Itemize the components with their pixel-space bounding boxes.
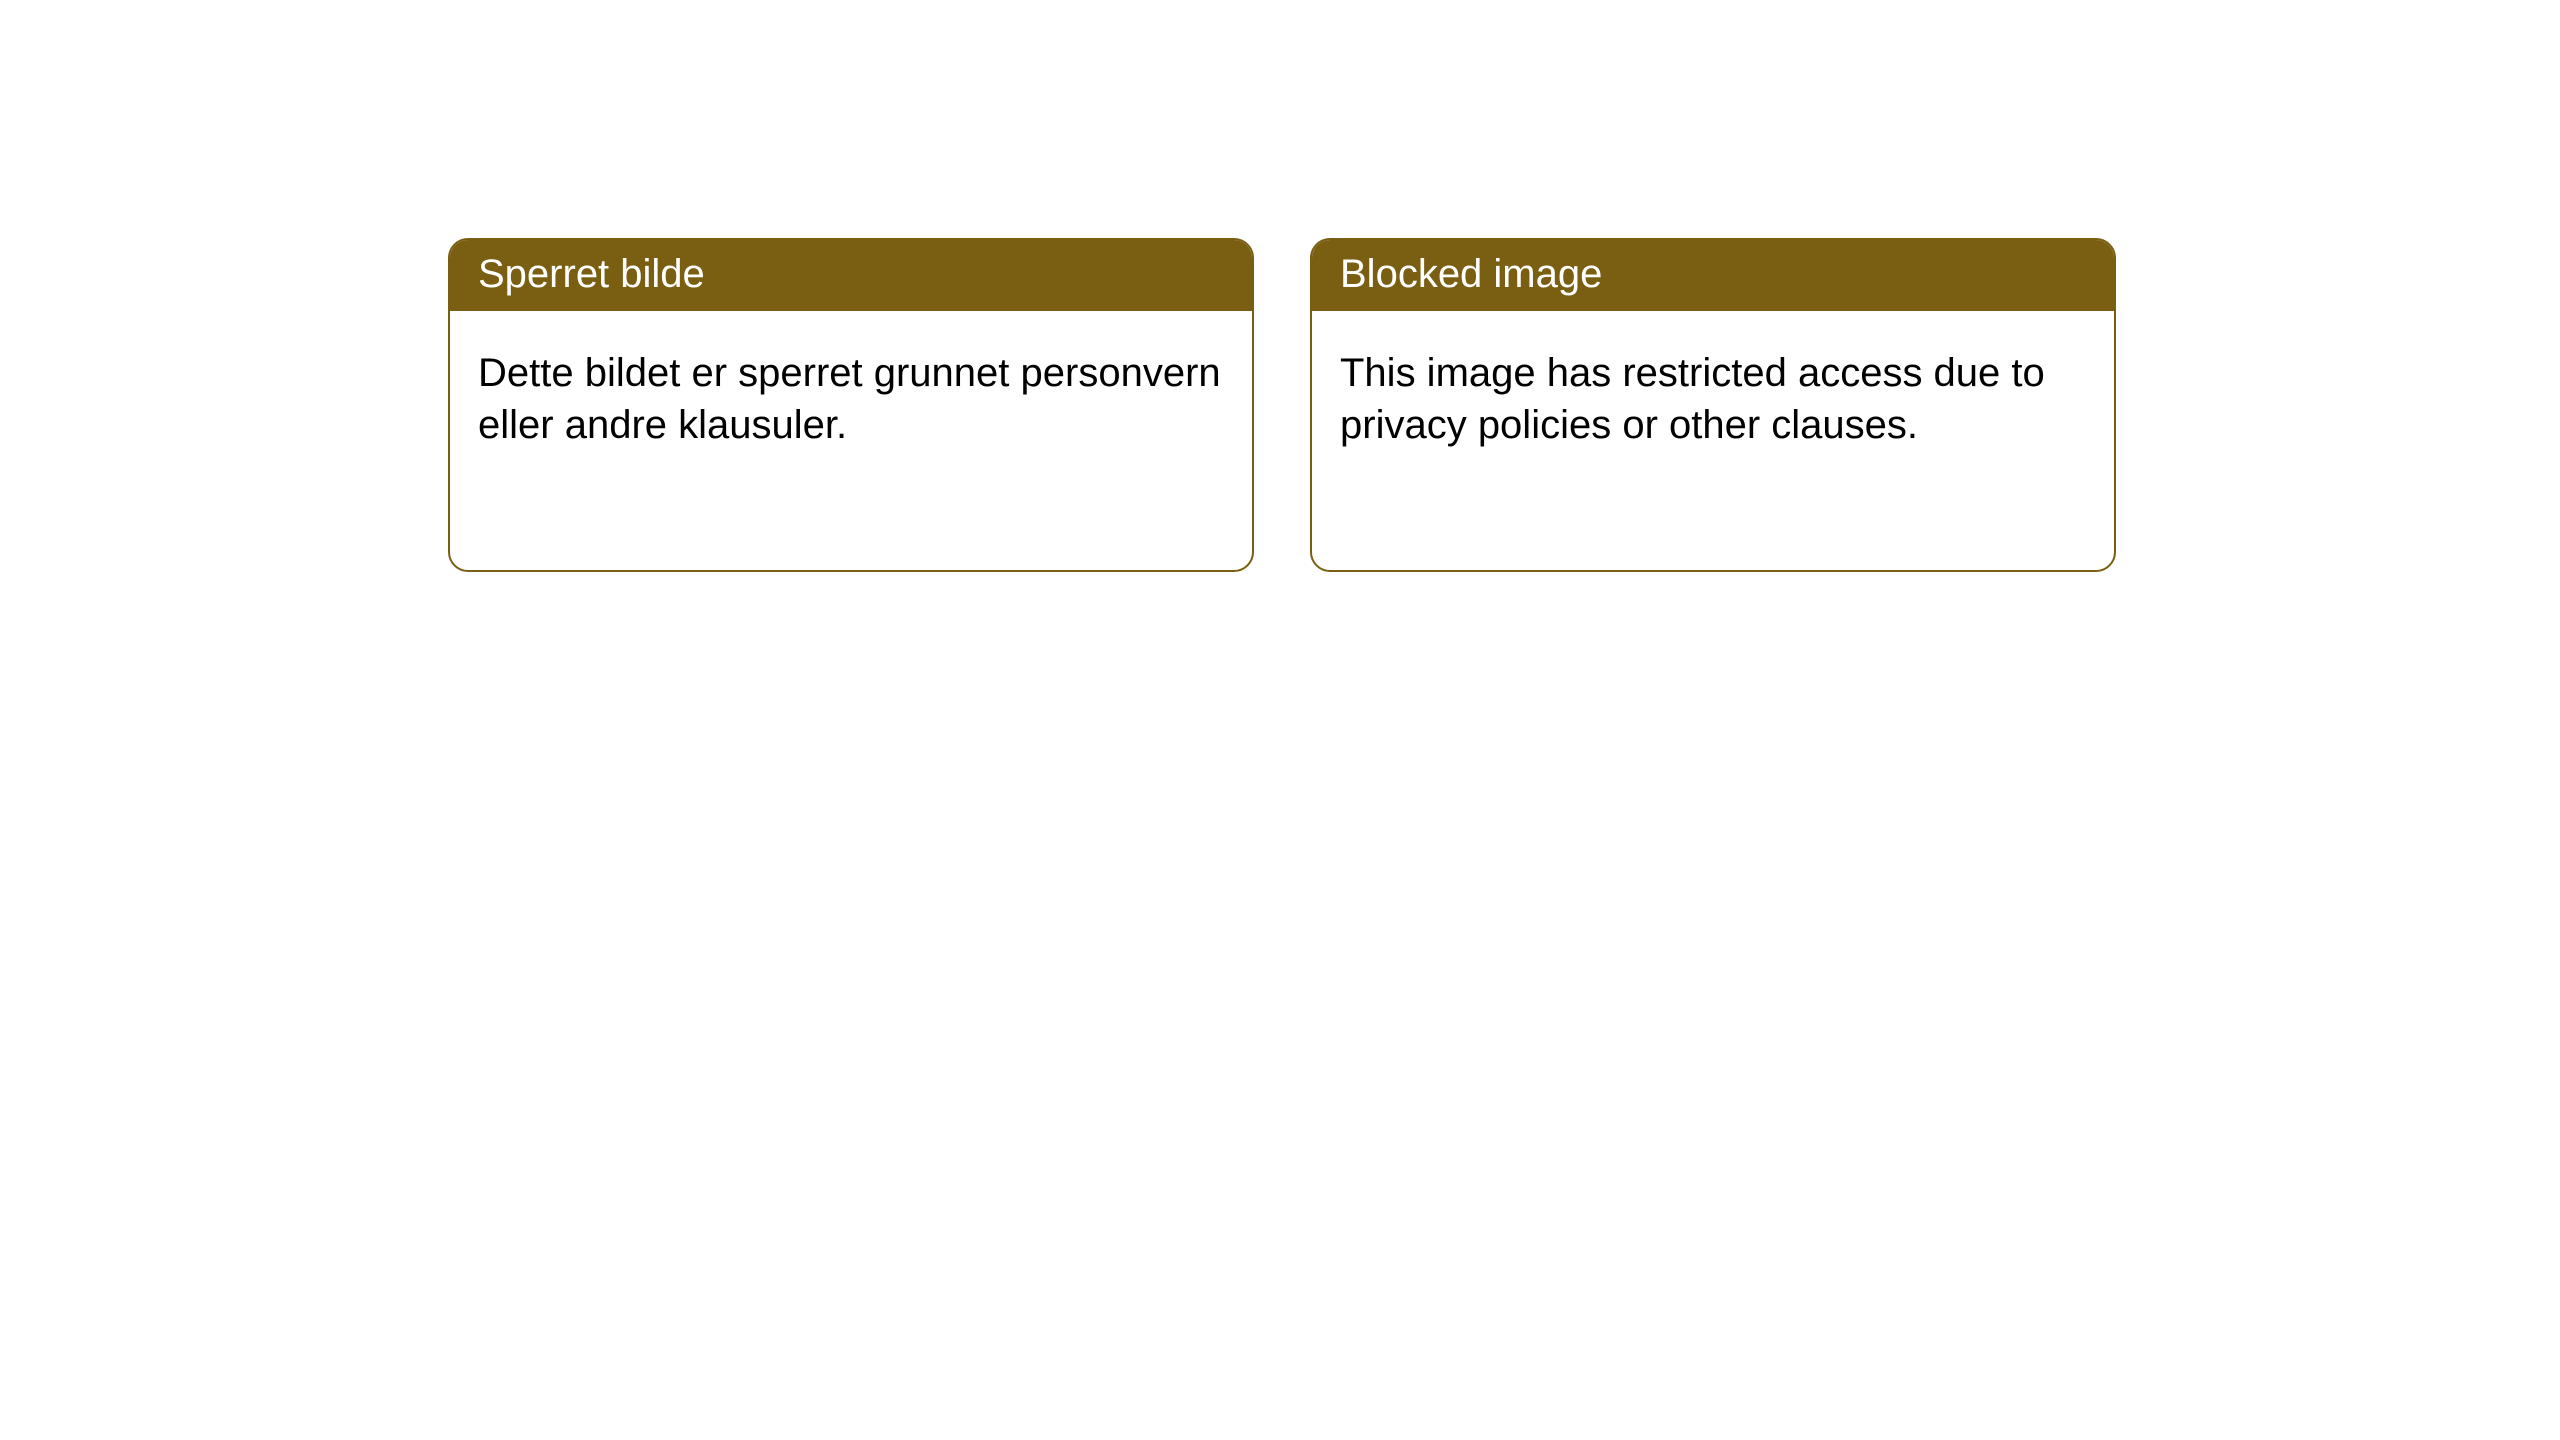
card-body-english: This image has restricted access due to … [1312, 311, 2114, 479]
blocked-image-card-norwegian: Sperret bilde Dette bildet er sperret gr… [448, 238, 1254, 572]
blocked-image-card-english: Blocked image This image has restricted … [1310, 238, 2116, 572]
notice-container: Sperret bilde Dette bildet er sperret gr… [0, 0, 2560, 572]
card-header-english: Blocked image [1312, 240, 2114, 311]
card-header-norwegian: Sperret bilde [450, 240, 1252, 311]
card-body-norwegian: Dette bildet er sperret grunnet personve… [450, 311, 1252, 479]
